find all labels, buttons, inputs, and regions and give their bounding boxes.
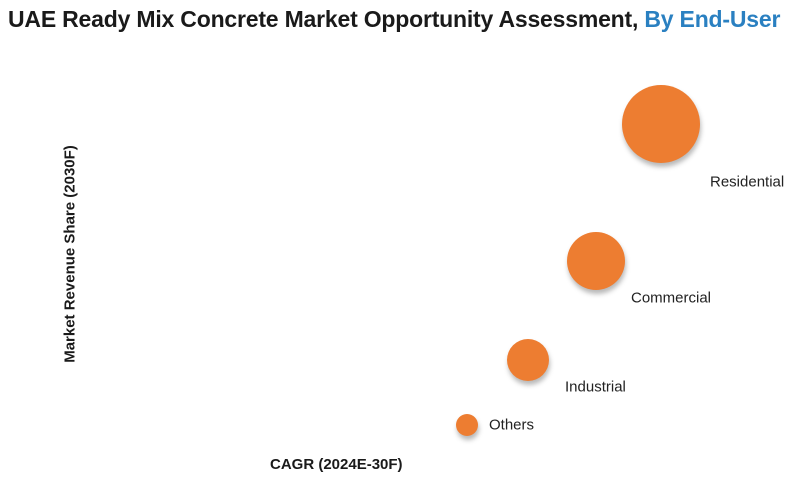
chart-title: UAE Ready Mix Concrete Market Opportunit… [8, 6, 792, 33]
bubble-label-others: Others [489, 416, 535, 434]
chart-title-highlight: By End-User [644, 6, 781, 32]
y-axis-label: Market Revenue Share (2030F) [61, 145, 79, 363]
bubble-label-commercial: Commercial [631, 289, 712, 307]
bubble-industrial [507, 339, 549, 381]
chart-title-main: UAE Ready Mix Concrete Market Opportunit… [8, 6, 639, 32]
bubble-commercial [567, 232, 625, 290]
bubble-others [456, 414, 478, 436]
bubble-label-residential: Residential [710, 173, 785, 191]
x-axis-label: CAGR (2024E-30F) [270, 456, 403, 473]
bubble-label-industrial: Industrial [565, 378, 626, 396]
bubble-residential [622, 85, 700, 163]
